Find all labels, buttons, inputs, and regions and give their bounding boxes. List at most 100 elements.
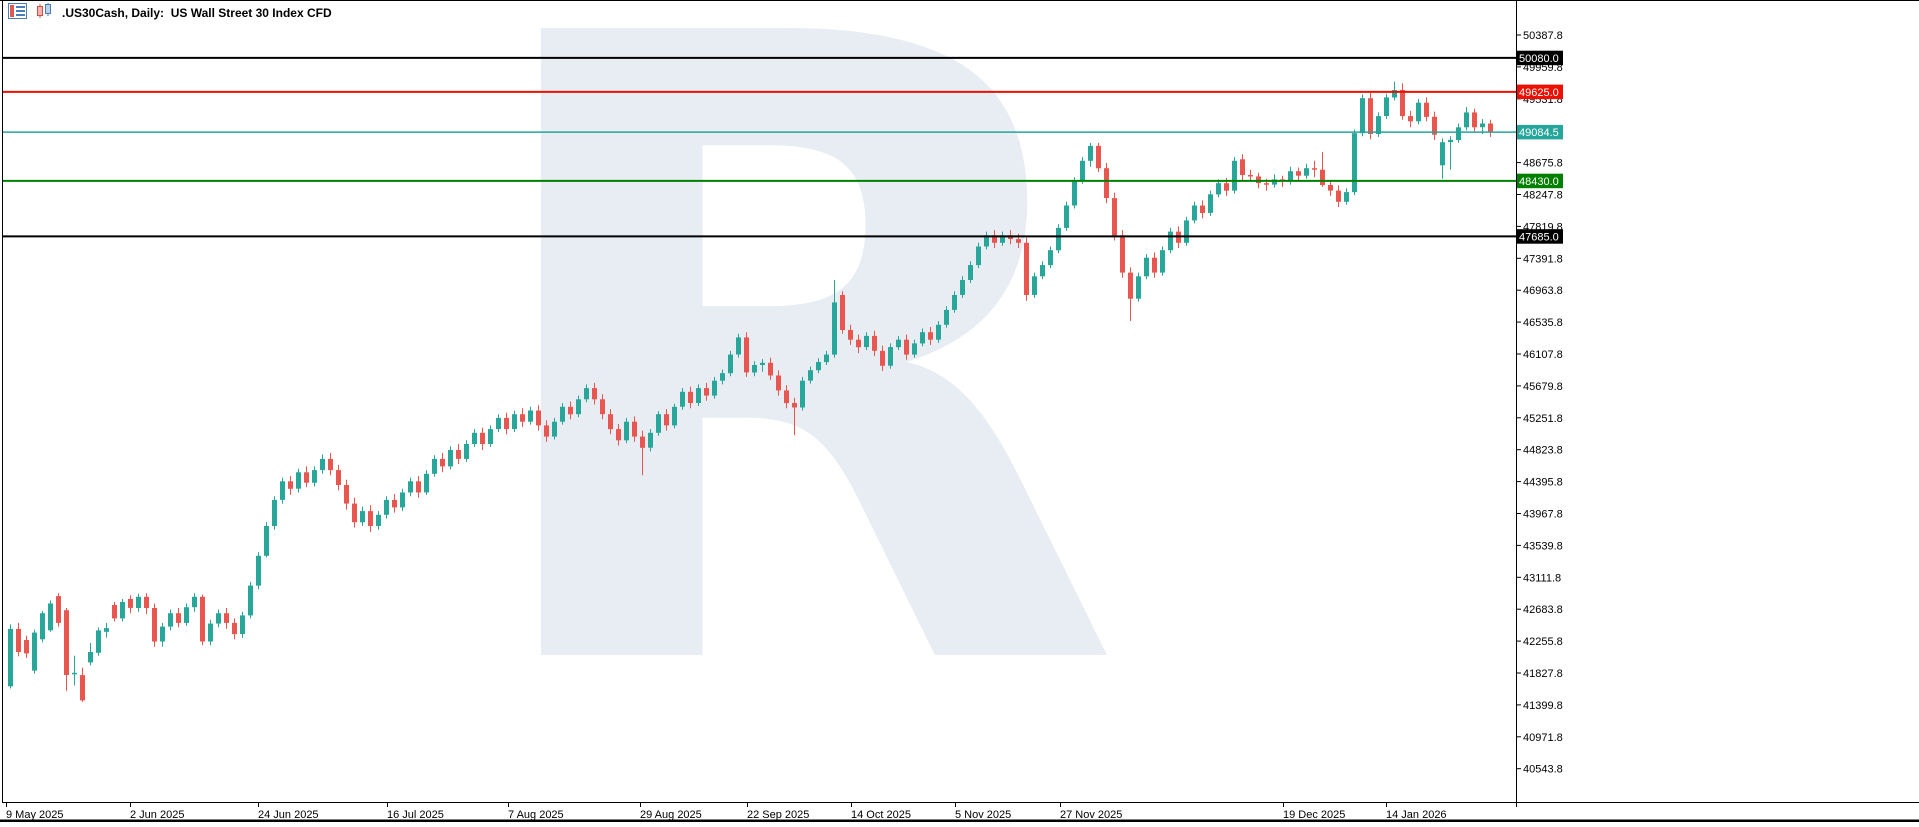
candle-body-up: [624, 421, 629, 441]
candlestick-chart-icon[interactable]: [35, 2, 54, 24]
price-badge-label: 48430.0: [1519, 176, 1559, 188]
candle-body-down: [456, 450, 461, 459]
candle-body-up: [648, 432, 653, 448]
candle-body-up: [408, 481, 413, 493]
price-tick-label: 40543.8: [1523, 764, 1563, 776]
candle-body-up: [896, 339, 901, 348]
date-tick-label: 7 Aug 2025: [508, 809, 564, 821]
candle-body-up: [1344, 192, 1349, 202]
candle-body-down: [1248, 175, 1253, 177]
candle-body-down: [1408, 116, 1413, 122]
candle-body-up: [272, 499, 277, 526]
candlesticks: [8, 81, 1493, 702]
candle-body-up: [528, 410, 533, 422]
price-tick-label: 41399.8: [1523, 700, 1563, 712]
candle-body-down: [152, 608, 157, 642]
candle-body-down: [232, 622, 237, 635]
candle-body-down: [112, 605, 117, 619]
level-price-badge: [1517, 84, 1563, 100]
level-price-badge: [1517, 173, 1563, 189]
date-tick-label: 19 Dec 2025: [1283, 809, 1345, 821]
candle-body-down: [144, 596, 149, 608]
candle-body-up: [752, 365, 757, 373]
candle-body-up: [216, 613, 221, 624]
date-tick-label: 2 Jun 2025: [130, 809, 184, 821]
candle-body-up: [1288, 171, 1293, 182]
candle-body-up: [1208, 194, 1213, 213]
candle-body-down: [1152, 257, 1157, 273]
bottom-separator: [0, 819, 1919, 822]
candle-body-up: [1072, 180, 1077, 206]
candle-body-down: [1016, 239, 1021, 243]
price-badge-label: 49084.5: [1519, 127, 1559, 139]
candle-body-up: [696, 388, 701, 403]
candle-body-up: [1192, 205, 1197, 221]
candle-body-down: [1368, 98, 1373, 134]
candle-body-up: [1136, 276, 1141, 299]
candle-body-down: [1224, 183, 1229, 191]
candle-body-down: [904, 339, 909, 355]
candle-body-up: [808, 370, 813, 381]
candle-body-up: [1232, 160, 1237, 191]
symbol-list-icon[interactable]: [8, 2, 27, 24]
candle-body-down: [704, 388, 709, 396]
candle-body-up: [184, 607, 189, 623]
candle-body-down: [640, 436, 645, 448]
price-tick-label: 47391.8: [1523, 253, 1563, 265]
candle-body-up: [552, 421, 557, 437]
date-tick-label: 24 Jun 2025: [258, 809, 319, 821]
candle-body-down: [520, 414, 525, 422]
candle-body-up: [1160, 250, 1165, 273]
candle-body-up: [280, 481, 285, 500]
candle-body-up: [968, 265, 973, 280]
candle-body-down: [368, 511, 373, 526]
candle-body-up: [1376, 116, 1381, 134]
candle-body-up: [1040, 265, 1045, 277]
price-tick-label: 41827.8: [1523, 668, 1563, 680]
candle-body-up: [320, 458, 325, 471]
candle-body-down: [616, 429, 621, 441]
date-tick-label: 16 Jul 2025: [387, 809, 444, 821]
candle-body-up: [464, 444, 469, 459]
candle-body-up: [360, 511, 365, 523]
price-badge-label: 47685.0: [1519, 231, 1559, 243]
date-tick-label: 9 May 2025: [6, 809, 63, 821]
candle-body-up: [312, 470, 317, 483]
price-tick-label: 50387.8: [1523, 30, 1563, 42]
candle-body-down: [328, 458, 333, 471]
date-tick-label: 14 Oct 2025: [851, 809, 911, 821]
candle-body-up: [104, 628, 109, 632]
candle-body-down: [344, 485, 349, 504]
candle-body-down: [200, 596, 205, 642]
candle-body-up: [376, 514, 381, 526]
candle-body-down: [784, 390, 789, 404]
price-tick-label: 42255.8: [1523, 636, 1563, 648]
candle-body-up: [1480, 123, 1485, 128]
candle-body-down: [872, 335, 877, 351]
candle-body-down: [352, 503, 357, 523]
candle-body-up: [1384, 97, 1389, 116]
candle-body-up: [40, 613, 45, 640]
candle-body-down: [1488, 123, 1493, 133]
price-tick-label: 45251.8: [1523, 413, 1563, 425]
candle-body-up: [96, 630, 101, 653]
candle-body-up: [944, 309, 949, 325]
candle-body-up: [1304, 168, 1309, 176]
level-price-badge: [1517, 50, 1563, 66]
candle-body-up: [888, 347, 893, 366]
price-tick-label: 44395.8: [1523, 477, 1563, 489]
candle-body-down: [688, 391, 693, 403]
price-badge-label: 49625.0: [1519, 87, 1559, 99]
candle-body-down: [1472, 112, 1477, 128]
candle-body-down: [440, 458, 445, 467]
candle-body-down: [392, 499, 397, 508]
price-tick-label: 46535.8: [1523, 317, 1563, 329]
candle-body-up: [576, 399, 581, 415]
candle-body-down: [1432, 116, 1437, 135]
candle-body-up: [824, 354, 829, 363]
chart-title: .US30Cash, Daily: US Wall Street 30 Inde…: [62, 6, 332, 20]
candle-body-down: [128, 599, 133, 608]
candle-body-down: [80, 675, 85, 701]
candle-body-up: [472, 432, 477, 444]
